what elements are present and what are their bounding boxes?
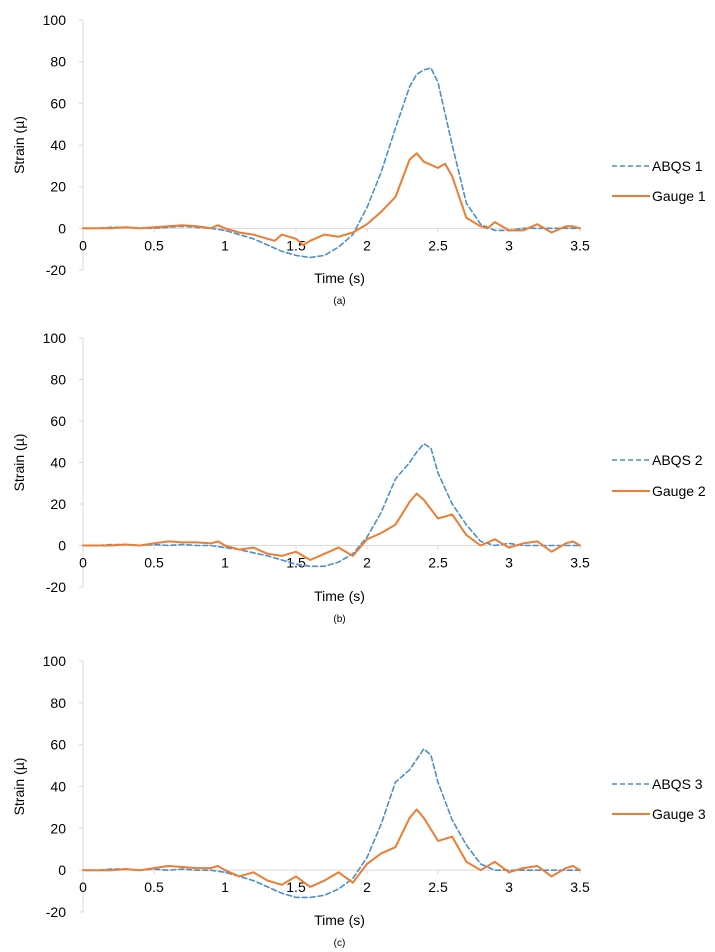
y-tick-label: 80	[50, 372, 66, 388]
x-tick-label: 3	[505, 879, 513, 895]
y-tick-label: 40	[50, 779, 66, 795]
legend-label: Gauge 2	[652, 483, 706, 499]
x-tick-label: 1.5	[286, 879, 306, 895]
x-tick-label: 0	[79, 237, 87, 253]
x-axis-title: Time (s)	[314, 270, 365, 286]
series-line-gauge	[82, 808, 581, 888]
x-tick-label: 2	[363, 879, 371, 895]
y-axis-title: Strain (µ)	[11, 434, 27, 492]
y-tick-label: 20	[50, 496, 66, 512]
chart-panel-3: -20 0 20 40 60 80 100 0 0.5 1 1.5 2 2.5 3 3.5 Time (s) S…	[11, 653, 706, 949]
series-line-gauge	[82, 152, 581, 246]
legend-label: Gauge 3	[652, 806, 706, 822]
y-tick-label: -20	[46, 579, 66, 595]
series-line-abqs	[82, 748, 581, 899]
x-tick-label: 3	[505, 555, 513, 571]
x-tick-label: 1	[221, 879, 229, 895]
x-tick-label: 3	[505, 237, 513, 253]
y-tick-label: 0	[58, 538, 66, 554]
x-tick-label: 0.5	[144, 879, 164, 895]
legend-label: ABQS 2	[652, 452, 703, 468]
y-tick-label: 80	[50, 54, 66, 70]
x-tick-label: 0.5	[144, 555, 164, 571]
y-tick-label: -20	[46, 262, 66, 278]
x-tick-label: 0	[79, 555, 87, 571]
x-tick-label: 0	[79, 879, 87, 895]
y-tick-label: 40	[50, 455, 66, 471]
x-tick-label: 2.5	[428, 237, 448, 253]
x-tick-label: 2.5	[428, 879, 448, 895]
x-axis-title: Time (s)	[314, 912, 365, 928]
x-tick-label: 2.5	[428, 555, 448, 571]
x-tick-label: 1.5	[286, 555, 306, 571]
x-tick-label: 1	[221, 555, 229, 571]
y-tick-label: -20	[46, 904, 66, 920]
y-tick-label: 0	[58, 862, 66, 878]
legend-label: Gauge 1	[652, 188, 706, 204]
y-tick-label: 40	[50, 137, 66, 153]
series-line-abqs	[82, 442, 581, 568]
series-line-abqs	[82, 67, 581, 259]
chart-panel-1: -20 0 20 40 60 80 100 0 0.5 1 1.5 2 2.5 3 3.5 Time (s) S…	[11, 12, 706, 307]
x-tick-label: 3.5	[570, 237, 590, 253]
y-tick-label: 60	[50, 737, 66, 753]
x-tick-label: 3.5	[570, 879, 590, 895]
legend-label: ABQS 3	[652, 776, 703, 792]
panel-caption: (a)	[333, 296, 345, 307]
panel-caption: (c)	[334, 938, 346, 949]
x-tick-label: 2	[363, 555, 371, 571]
y-tick-label: 100	[43, 330, 67, 346]
y-tick-label: 80	[50, 695, 66, 711]
y-tick-label: 20	[50, 179, 66, 195]
y-axis-title: Strain (µ)	[11, 758, 27, 816]
x-tick-label: 2	[363, 237, 371, 253]
y-tick-label: 60	[50, 95, 66, 111]
x-tick-label: 3.5	[570, 555, 590, 571]
x-axis-title: Time (s)	[314, 588, 365, 604]
legend-label: ABQS 1	[652, 158, 703, 174]
chart-panel-2: -20 0 20 40 60 80 100 0 0.5 1 1.5 2 2.5 3 3.5 Time (s) S…	[11, 330, 706, 625]
y-axis-title: Strain (µ)	[11, 116, 27, 174]
x-tick-label: 0.5	[144, 237, 164, 253]
x-tick-label: 1.5	[286, 237, 306, 253]
y-tick-label: 60	[50, 413, 66, 429]
series-line-gauge	[82, 492, 581, 561]
y-tick-label: 20	[50, 820, 66, 836]
y-tick-label: 100	[43, 653, 67, 669]
panel-caption: (b)	[333, 614, 345, 625]
x-tick-label: 1	[221, 237, 229, 253]
y-tick-label: 0	[58, 220, 66, 236]
y-tick-label: 100	[43, 12, 67, 28]
